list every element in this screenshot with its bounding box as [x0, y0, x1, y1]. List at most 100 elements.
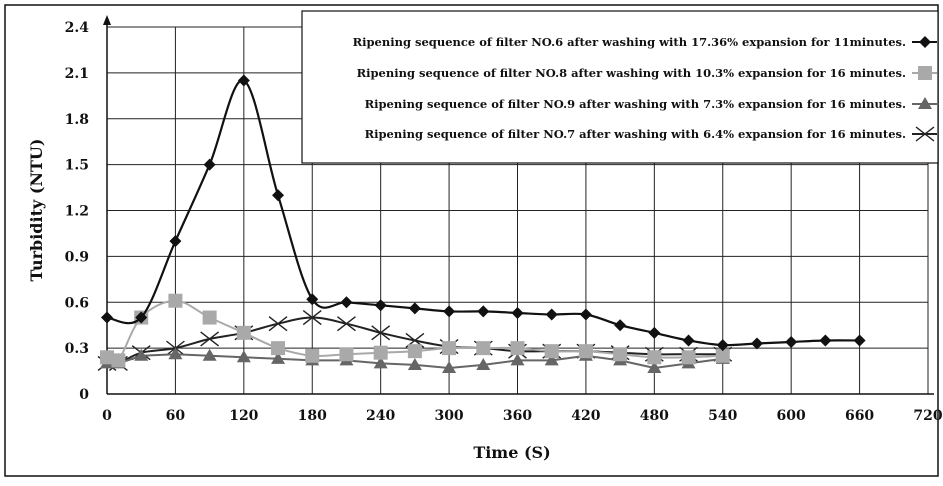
series-1-point	[203, 158, 216, 171]
series-4-point	[268, 316, 288, 332]
series-3-point	[647, 361, 662, 374]
series-2-point	[111, 353, 126, 368]
series-2-point	[305, 348, 320, 363]
series-1-point	[135, 311, 148, 324]
series-2-point	[236, 325, 251, 340]
legend-box	[301, 10, 939, 164]
series-3-point	[236, 350, 251, 363]
x-tick-label: 0	[102, 408, 112, 424]
series-3-point	[168, 347, 183, 360]
series-2-point	[100, 350, 114, 365]
x-tick-label: 540	[708, 408, 737, 424]
y-tick-label: 1.8	[65, 112, 89, 128]
series-1	[101, 74, 866, 352]
series-4-point	[337, 316, 356, 332]
y-axis-title: Turbidity (NTU)	[27, 139, 46, 282]
series-1-point	[579, 308, 592, 321]
series-4-point	[302, 309, 322, 326]
legend-entry-marker	[919, 36, 931, 48]
series-1-point	[648, 326, 661, 339]
x-tick-label: 300	[434, 408, 463, 424]
y-tick-label: 0.3	[65, 341, 89, 357]
series-2-point	[544, 344, 559, 359]
y-tick-label: 1.5	[65, 158, 89, 174]
legend-entry-label: Ripening sequence of filter NO.6 after w…	[353, 35, 906, 49]
series-4-point	[200, 331, 220, 347]
x-tick-label: 360	[503, 408, 532, 424]
series-1-point	[408, 302, 421, 315]
series-1-point	[614, 319, 627, 332]
series-3-point	[373, 356, 388, 369]
y-tick-label: 0.9	[65, 249, 89, 265]
series-1-point	[169, 235, 182, 248]
series-1-point	[545, 308, 558, 321]
series-1-point	[750, 337, 763, 350]
y-tick-label: 0.6	[65, 295, 89, 311]
x-tick-label: 240	[366, 408, 395, 424]
series-2-point	[647, 350, 662, 365]
legend-entry-marker	[918, 97, 932, 109]
series-3-point	[544, 353, 559, 366]
series-1-point	[443, 305, 456, 318]
x-tick-label: 60	[166, 408, 186, 424]
x-axis-title: Time (S)	[473, 443, 550, 462]
series-1-point	[237, 74, 250, 87]
series-1-point	[511, 306, 524, 319]
series-3-point	[202, 348, 217, 361]
y-tick-label: 2.1	[65, 66, 89, 82]
series-1-point	[853, 334, 866, 347]
series-1-point	[306, 293, 319, 306]
series-3-point	[442, 361, 457, 374]
legend-entry-label: Ripening sequence of filter NO.7 after w…	[365, 127, 906, 141]
series-2-point	[681, 350, 696, 365]
x-tick-label: 180	[298, 408, 327, 424]
legend-entry-marker	[918, 66, 932, 80]
series-1-point	[340, 296, 353, 309]
x-tick-label: 720	[913, 408, 942, 424]
series-3-point	[134, 348, 149, 361]
y-tick-label: 0	[79, 387, 89, 403]
series-2-point	[476, 341, 491, 356]
series-1-point	[477, 305, 490, 318]
series-3-point	[407, 357, 422, 370]
series-1-point	[716, 339, 729, 352]
legend-entry-label: Ripening sequence of filter NO.8 after w…	[357, 66, 906, 80]
series-2-point	[442, 341, 457, 356]
series-1-point	[272, 189, 285, 202]
series-2-point	[271, 341, 286, 356]
y-axis-arrow	[103, 15, 111, 25]
series-2-point	[339, 347, 354, 362]
series-1-point	[101, 311, 113, 324]
series-4-point	[371, 325, 391, 341]
series-2-point	[578, 344, 593, 359]
series-2	[100, 293, 730, 368]
series-layer	[97, 74, 866, 374]
series-3-point	[476, 357, 491, 370]
series-2-point	[168, 293, 183, 308]
x-tick-label: 120	[229, 408, 258, 424]
series-2-point	[407, 344, 422, 359]
series-2-point	[202, 310, 217, 325]
series-2-point	[510, 341, 525, 356]
series-2-point	[613, 347, 628, 362]
y-tick-label: 1.2	[65, 204, 89, 220]
x-tick-label: 480	[640, 408, 669, 424]
x-tick-label: 420	[571, 408, 600, 424]
axes: 0 60 120 180 240 300 360 420 480 540 600 660 720 0 0.3…	[65, 15, 943, 424]
x-tick-label: 660	[845, 408, 874, 424]
x-tick-label: 600	[777, 408, 806, 424]
series-1-point	[785, 336, 798, 349]
series-1-point	[682, 334, 695, 347]
series-1-point	[374, 299, 387, 312]
series-3-point	[271, 351, 286, 364]
legend-entry-label: Ripening sequence of filter NO.9 after w…	[365, 97, 906, 111]
y-tick-label: 2.4	[65, 20, 90, 36]
series-3-point	[510, 353, 525, 366]
legend: Ripening sequence of filter NO.6 after w…	[301, 10, 939, 164]
series-2-point	[715, 348, 730, 363]
legend-entry-marker	[915, 126, 935, 142]
series-2-point	[373, 345, 388, 360]
series-1-point	[819, 334, 832, 347]
